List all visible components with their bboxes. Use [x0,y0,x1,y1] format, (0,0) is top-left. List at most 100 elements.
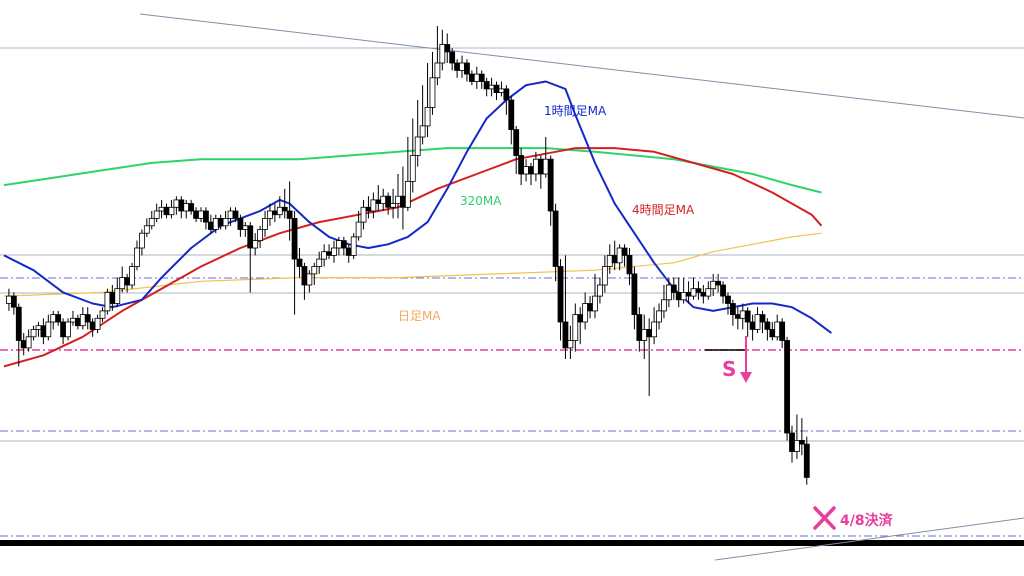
candle-body [79,314,86,327]
candle-body [695,288,702,293]
candle-body [15,306,22,341]
candle-body [321,251,328,260]
candle-body [247,225,254,249]
candle-body [148,217,155,227]
candle-body [429,77,436,108]
candle-body [690,288,697,297]
candle-body [744,310,751,323]
candle-body [212,217,219,230]
candle-body [611,254,618,264]
candle-body [562,321,569,349]
candle-body [360,206,367,223]
candle-body [331,247,337,256]
candle-body [730,303,736,316]
candle-body [424,107,431,127]
ma-4h-line [3,147,823,368]
candle-body [20,340,27,349]
candle-body [483,81,490,90]
candle-body [45,321,52,338]
candle-body [109,291,116,304]
moving-averages [3,80,833,368]
candle-body [168,206,175,216]
candle-body [129,266,135,286]
candle-body [222,217,229,227]
candle-body [183,203,190,212]
candle-body [395,195,401,204]
candle-body [646,328,653,338]
candle-body [390,203,396,208]
candle-body [523,166,529,175]
candle-body [459,62,465,71]
candle-body [281,206,288,212]
candle-body [60,321,66,338]
candle-body [311,266,318,275]
candle-body [478,73,485,82]
candle-body [385,195,392,208]
candle-body [798,439,805,445]
candle-body [306,273,313,286]
candle-body [124,277,131,286]
candle-body [414,136,421,156]
candle-body [138,232,145,249]
candle-body [74,317,81,327]
candle-body [271,210,278,216]
annotations [705,336,836,530]
candle-body [257,229,264,241]
candle-body [493,84,500,93]
candle-body [685,291,692,297]
candle-body [89,321,96,330]
candle-body [508,99,515,131]
candle-body [193,210,199,219]
candle-body [715,280,722,286]
ma-1h-line [3,80,833,334]
candle-body [789,432,795,452]
candle-body [30,328,37,338]
candle-body [296,258,303,267]
candle-body [6,295,12,304]
candle-body [25,336,32,349]
candle-body [567,340,574,349]
candle-body [99,310,106,319]
candle-body [631,273,638,315]
ma-daily-line [3,232,822,297]
candle-body [70,317,76,323]
candle-body [597,284,603,297]
horizontal-guides [0,47,1024,546]
candle-body [409,155,416,182]
candle-body [641,328,648,341]
candle-body [656,310,662,323]
candle-body [114,288,121,304]
signal-label: S [722,357,736,381]
candle-body [518,155,525,175]
candle-body [794,439,800,452]
candle-body [316,258,323,267]
candle-body [577,314,584,323]
candle-body [680,291,687,301]
candle-body [10,295,17,308]
candle-body [572,314,579,341]
candle-body [449,51,456,64]
ma-320-line [3,147,822,194]
bottom-axis-bar [0,540,1024,546]
candle-body [749,321,756,330]
candle-body [203,210,209,223]
candle-body [710,280,717,290]
candle-body [153,210,160,219]
exit-x-mark [813,506,836,530]
candle-body [734,314,741,319]
sell-arrow-head [740,372,752,383]
candle-body [173,199,180,208]
candle-body [340,240,347,249]
candle-body [675,291,682,301]
candle-body [242,225,249,230]
ma-label-4h: 4時間足MA [632,203,695,217]
candle-body [55,314,62,323]
candle-body [754,314,761,330]
candle-body [40,325,47,338]
candle-body [439,44,446,64]
candle-body [404,180,411,208]
candle-body [454,62,461,71]
candle-body [720,284,726,297]
candle-body [262,217,268,230]
